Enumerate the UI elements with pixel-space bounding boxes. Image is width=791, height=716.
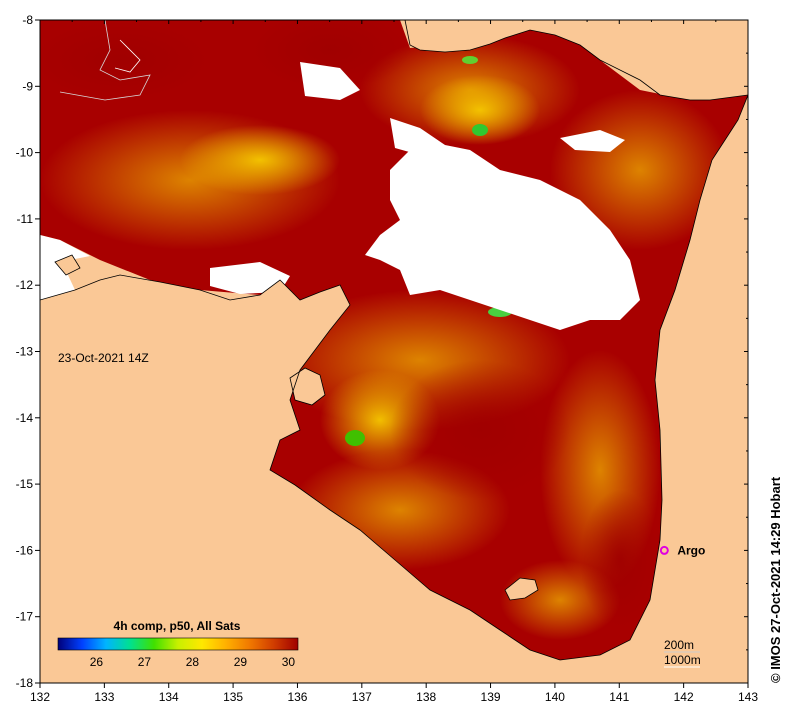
land-groote-eylandt bbox=[290, 368, 325, 405]
x-tick-label: 142 bbox=[674, 690, 694, 704]
x-tick-label: 140 bbox=[545, 690, 565, 704]
sst-patch-cool bbox=[420, 75, 540, 145]
sst-patch-hot bbox=[580, 490, 660, 630]
coastline bbox=[54, 254, 81, 276]
land-arnhem bbox=[40, 275, 560, 683]
cloud-area bbox=[365, 140, 640, 330]
sst-patch-green bbox=[462, 56, 478, 64]
x-tick-label: 133 bbox=[94, 690, 114, 704]
y-tick-label: -14 bbox=[16, 411, 34, 425]
sst-patch-green bbox=[345, 430, 365, 446]
sst-patch-cool bbox=[180, 125, 340, 195]
sst-patch-green bbox=[472, 124, 488, 136]
x-tick-label: 139 bbox=[481, 690, 501, 704]
coastline bbox=[559, 94, 748, 661]
colorbar: 4h comp, p50, All Sats 26 27 28 29 30 bbox=[57, 619, 299, 669]
y-tick-label: -12 bbox=[16, 278, 34, 292]
cloud-area bbox=[560, 130, 625, 152]
coastline bbox=[289, 367, 326, 406]
y-tick-label: -9 bbox=[22, 79, 33, 93]
depth-contours bbox=[59, 20, 151, 101]
land-cape-york bbox=[560, 95, 748, 683]
cloud-area bbox=[390, 118, 445, 155]
contour-1000m bbox=[114, 39, 141, 73]
x-tick-label: 134 bbox=[159, 690, 179, 704]
credit-label: © IMOS 27-Oct-2021 14:29 Hobart bbox=[768, 476, 783, 683]
sst-patch-hot bbox=[40, 20, 210, 100]
cloud-area bbox=[300, 62, 360, 100]
x-tick-label: 132 bbox=[30, 690, 50, 704]
y-tick-label: -16 bbox=[16, 543, 34, 557]
x-tick-label: 135 bbox=[223, 690, 243, 704]
cloud-area bbox=[40, 235, 90, 262]
timestamp-label: 23-Oct-2021 14Z bbox=[58, 351, 149, 365]
contour-200m bbox=[59, 20, 151, 101]
land-island-small bbox=[55, 255, 80, 275]
y-tick-label: -17 bbox=[16, 610, 34, 624]
coastline bbox=[40, 274, 561, 661]
sst-patch-hot bbox=[250, 20, 410, 90]
y-tick-label: -8 bbox=[22, 13, 33, 27]
cloud-mask bbox=[40, 62, 640, 330]
colorbar-gradient bbox=[57, 637, 299, 651]
contour-legend-200m: 200m bbox=[664, 638, 694, 652]
x-tick-label: 138 bbox=[416, 690, 436, 704]
colorbar-title: 4h comp, p50, All Sats bbox=[114, 619, 241, 633]
cloud-area bbox=[210, 262, 290, 294]
colorbar-ticks: 26 27 28 29 30 bbox=[90, 655, 296, 669]
x-axis: 132 133 134 135 136 137 138 139 140 141 142 143 bbox=[30, 20, 758, 704]
plot-area: Argo 23-Oct-2021 14Z 200m 1000m 4h comp,… bbox=[40, 20, 748, 683]
x-tick-label: 143 bbox=[738, 690, 758, 704]
colorbar-tick-label: 26 bbox=[90, 655, 104, 669]
x-tick-label: 137 bbox=[352, 690, 372, 704]
cloud-area bbox=[40, 255, 75, 300]
colorbar-tick-label: 30 bbox=[282, 655, 296, 669]
sst-patches bbox=[40, 20, 730, 640]
argo-label: Argo bbox=[677, 543, 705, 557]
coastline bbox=[504, 577, 539, 601]
y-tick-label: -18 bbox=[16, 676, 34, 690]
sst-patch-hot bbox=[390, 360, 570, 500]
x-tick-label: 141 bbox=[609, 690, 629, 704]
coastlines bbox=[40, 20, 748, 661]
y-tick-label: -11 bbox=[17, 212, 34, 226]
colorbar-tick-label: 29 bbox=[234, 655, 248, 669]
colorbar-tick-label: 27 bbox=[138, 655, 152, 669]
y-axis: -8 -9 -10 -11 -12 -13 -14 -15 -16 -17 -18 bbox=[16, 13, 748, 690]
contour-legend-1000m: 1000m bbox=[664, 653, 701, 667]
argo-float-marker[interactable] bbox=[659, 545, 669, 555]
y-tick-label: -10 bbox=[16, 146, 34, 160]
land-new-guinea bbox=[405, 20, 748, 100]
y-tick-label: -13 bbox=[16, 345, 34, 359]
coastline bbox=[404, 20, 748, 101]
x-tick-label: 136 bbox=[287, 690, 307, 704]
y-tick-label: -15 bbox=[16, 477, 34, 491]
sst-patch-warm bbox=[550, 90, 730, 250]
colorbar-tick-label: 28 bbox=[186, 655, 200, 669]
